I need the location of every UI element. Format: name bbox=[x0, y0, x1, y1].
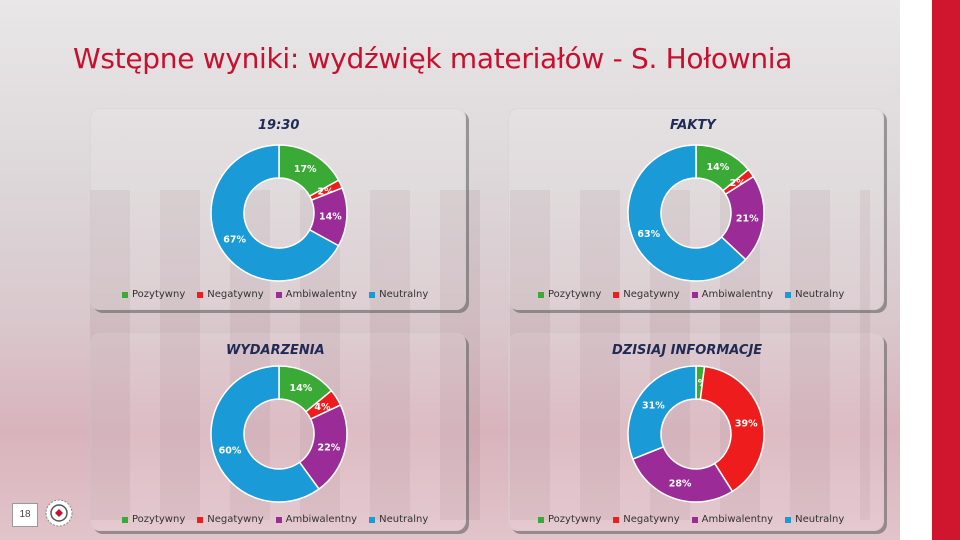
legend-label: Neutralny bbox=[379, 514, 429, 525]
legend-item-neutralny: Neutralny bbox=[785, 289, 844, 300]
legend-item-neutralny: Neutralny bbox=[369, 289, 428, 300]
legend-item-ambiwalentny: Ambiwalentny bbox=[691, 514, 774, 525]
chart-title-1930: 19:30 bbox=[258, 118, 300, 133]
institution-logo-icon bbox=[45, 499, 73, 527]
chart-panel-1930 bbox=[90, 108, 466, 310]
legend-item-pozytywny: Pozytywny bbox=[538, 514, 601, 525]
side-red-band bbox=[932, 0, 960, 540]
legend-item-pozytywny: Pozytywny bbox=[538, 289, 601, 300]
legend-swatch-icon bbox=[369, 291, 376, 298]
legend-swatch-icon bbox=[538, 516, 544, 523]
legend-label: Ambiwalentny bbox=[285, 514, 358, 525]
legend-label: Neutralny bbox=[379, 289, 429, 300]
legend-item-pozytywny: Pozytywny bbox=[122, 289, 185, 300]
legend-label: Pozytywny bbox=[132, 289, 186, 300]
legend-label: Neutralny bbox=[795, 289, 845, 300]
legend-label: Negatywny bbox=[623, 514, 680, 525]
legend-label: Pozytywny bbox=[548, 514, 602, 525]
chart-panel-wydarzenia bbox=[90, 333, 466, 531]
legend-label: Neutralny bbox=[795, 514, 845, 525]
slide-title: Wstępne wyniki: wydźwięk materiałów - S.… bbox=[73, 42, 793, 75]
legend-fakty: Pozytywny Negatywny Ambiwalentny Neutralny bbox=[538, 289, 844, 300]
legend-swatch-icon bbox=[122, 291, 128, 298]
legend-1930: Pozytywny Negatywny Ambiwalentny Neutralny bbox=[122, 289, 428, 300]
legend-swatch-icon bbox=[538, 291, 544, 298]
legend-dzisiaj-informacje: Pozytywny Negatywny Ambiwalentny Neutralny bbox=[538, 514, 844, 525]
legend-item-pozytywny: Pozytywny bbox=[122, 514, 185, 525]
legend-swatch-icon bbox=[613, 516, 620, 523]
legend-item-ambiwalentny: Ambiwalentny bbox=[275, 514, 358, 525]
legend-item-ambiwalentny: Ambiwalentny bbox=[691, 289, 774, 300]
legend-label: Negatywny bbox=[207, 514, 264, 525]
legend-item-neutralny: Neutralny bbox=[369, 514, 428, 525]
legend-item-negatywny: Negatywny bbox=[197, 289, 264, 300]
legend-swatch-icon bbox=[613, 291, 620, 298]
legend-label: Pozytywny bbox=[548, 289, 602, 300]
legend-swatch-icon bbox=[197, 291, 204, 298]
legend-wydarzenia: Pozytywny Negatywny Ambiwalentny Neutralny bbox=[122, 514, 428, 525]
chart-panel-dzisiaj-informacje bbox=[508, 333, 884, 531]
side-white-band bbox=[900, 0, 932, 540]
legend-label: Pozytywny bbox=[132, 514, 186, 525]
legend-swatch-icon bbox=[275, 516, 282, 523]
legend-label: Ambiwalentny bbox=[701, 514, 774, 525]
legend-swatch-icon bbox=[122, 516, 128, 523]
legend-label: Negatywny bbox=[623, 289, 680, 300]
legend-label: Negatywny bbox=[207, 289, 264, 300]
legend-swatch-icon bbox=[691, 516, 698, 523]
legend-swatch-icon bbox=[785, 291, 792, 298]
legend-swatch-icon bbox=[197, 516, 204, 523]
legend-swatch-icon bbox=[691, 291, 698, 298]
legend-label: Ambiwalentny bbox=[285, 289, 358, 300]
legend-item-neutralny: Neutralny bbox=[785, 514, 844, 525]
legend-item-negatywny: Negatywny bbox=[613, 514, 680, 525]
legend-item-ambiwalentny: Ambiwalentny bbox=[275, 289, 358, 300]
legend-item-negatywny: Negatywny bbox=[613, 289, 680, 300]
chart-title-dzisiaj-informacje: DZISIAJ INFORMACJE bbox=[612, 343, 763, 358]
legend-swatch-icon bbox=[369, 516, 376, 523]
chart-title-wydarzenia: WYDARZENIA bbox=[226, 343, 325, 358]
legend-swatch-icon bbox=[785, 516, 792, 523]
chart-title-fakty: FAKTY bbox=[670, 118, 716, 133]
legend-swatch-icon bbox=[275, 291, 282, 298]
page-number: 18 bbox=[12, 503, 38, 527]
chart-panel-fakty bbox=[508, 108, 884, 310]
legend-item-negatywny: Negatywny bbox=[197, 514, 264, 525]
legend-label: Ambiwalentny bbox=[701, 289, 774, 300]
